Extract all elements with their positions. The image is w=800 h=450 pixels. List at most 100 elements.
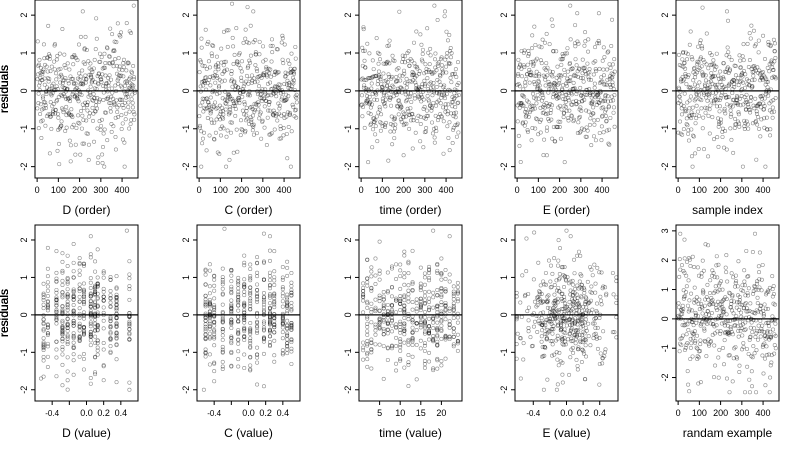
- data-point: [556, 73, 561, 78]
- data-point: [603, 109, 608, 114]
- data-point: [107, 73, 112, 78]
- data-point: [95, 313, 100, 318]
- data-point: [528, 335, 533, 340]
- data-point: [716, 355, 721, 360]
- data-point: [110, 96, 115, 101]
- x-tick-label: 0.4: [277, 408, 290, 418]
- data-point: [77, 313, 82, 318]
- data-point: [84, 77, 89, 82]
- data-point: [207, 262, 212, 267]
- data-point: [414, 29, 419, 34]
- data-point: [199, 164, 204, 169]
- data-point: [39, 119, 44, 124]
- data-point: [222, 78, 227, 83]
- data-point: [235, 97, 240, 102]
- data-point: [561, 115, 566, 120]
- data-point: [77, 299, 82, 304]
- data-point: [515, 103, 520, 108]
- data-point: [45, 365, 50, 370]
- data-point: [368, 76, 373, 81]
- data-point: [132, 90, 137, 95]
- data-point: [575, 11, 580, 16]
- y-tick-label: 0: [19, 312, 29, 317]
- data-point: [434, 103, 439, 108]
- data-point: [81, 331, 86, 336]
- data-point: [95, 310, 100, 315]
- data-point: [703, 73, 708, 78]
- data-point: [79, 126, 84, 131]
- data-point: [127, 323, 132, 328]
- data-point: [748, 301, 753, 306]
- data-point: [721, 145, 726, 150]
- data-point: [754, 109, 759, 114]
- x-tick-label: 400: [756, 185, 771, 195]
- data-point: [381, 92, 386, 97]
- data-point: [723, 86, 728, 91]
- data-point: [54, 249, 59, 254]
- data-point: [244, 118, 249, 123]
- data-point: [706, 113, 711, 118]
- data-point: [399, 90, 404, 95]
- data-point: [538, 89, 543, 94]
- data-point: [597, 41, 602, 46]
- data-point: [43, 123, 48, 128]
- data-point: [88, 312, 93, 317]
- data-point: [396, 112, 401, 117]
- data-point: [243, 27, 248, 32]
- data-point: [47, 52, 52, 57]
- data-point: [51, 102, 56, 107]
- data-point: [127, 314, 132, 319]
- data-point: [229, 284, 234, 289]
- data-point: [761, 101, 766, 106]
- data-point: [764, 89, 769, 94]
- data-point: [221, 112, 226, 117]
- data-point: [104, 96, 109, 101]
- data-point: [441, 151, 446, 156]
- y-tick-label: 1: [499, 275, 509, 280]
- data-point: [272, 91, 277, 96]
- data-point: [527, 110, 532, 115]
- data-point: [591, 134, 596, 139]
- data-point: [60, 325, 65, 330]
- data-point: [221, 126, 226, 131]
- data-point: [255, 311, 260, 316]
- data-point: [596, 11, 601, 16]
- data-point: [708, 103, 713, 108]
- data-point: [731, 311, 736, 316]
- data-point: [758, 105, 763, 110]
- data-point: [261, 73, 266, 78]
- data-point: [406, 283, 411, 288]
- data-point: [198, 58, 203, 63]
- data-point: [255, 288, 260, 293]
- data-point: [54, 300, 59, 305]
- data-point: [272, 275, 277, 280]
- data-point: [81, 262, 86, 267]
- data-point: [92, 96, 97, 101]
- data-point: [564, 92, 569, 97]
- data-point: [88, 312, 93, 317]
- data-point: [373, 124, 378, 129]
- data-point: [544, 31, 549, 36]
- data-point: [118, 83, 123, 88]
- data-point: [54, 374, 59, 379]
- data-point: [595, 99, 600, 104]
- data-point: [236, 300, 241, 305]
- data-point: [90, 118, 95, 123]
- data-point: [596, 100, 601, 105]
- data-point: [724, 53, 729, 58]
- data-point: [256, 74, 261, 79]
- data-point: [426, 50, 431, 55]
- data-point: [446, 60, 451, 65]
- y-tick-label: -2: [343, 386, 353, 394]
- data-point: [75, 97, 80, 102]
- data-point: [67, 113, 72, 118]
- data-point: [384, 61, 389, 66]
- data-point: [290, 80, 295, 85]
- data-point: [376, 69, 381, 74]
- data-point: [57, 126, 62, 131]
- data-point: [228, 97, 233, 102]
- data-point: [263, 91, 268, 96]
- data-point: [38, 76, 43, 81]
- data-point: [372, 120, 377, 125]
- data-point: [267, 273, 272, 278]
